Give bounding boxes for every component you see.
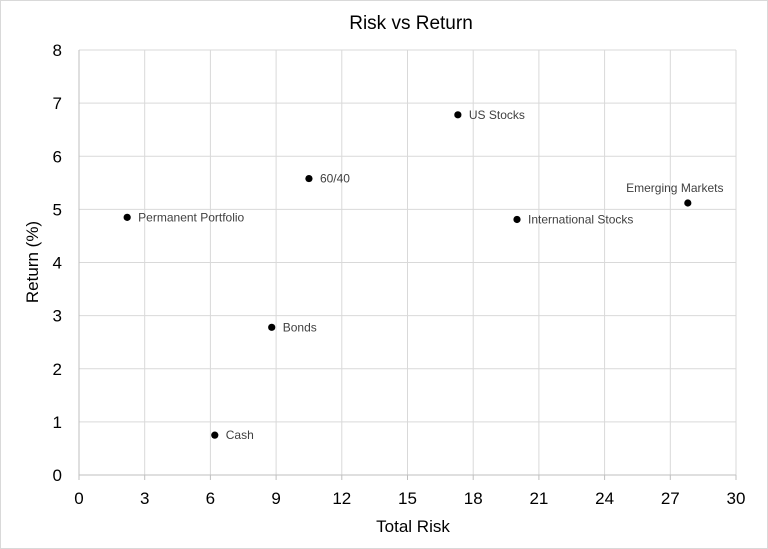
y-tick-label: 7 [53, 94, 62, 113]
axes [78, 50, 737, 480]
data-label: Emerging Markets [626, 181, 723, 195]
data-labels: Permanent Portfolio Cash Bonds 60/40 US Stoc… [138, 108, 723, 442]
x-tick-label: 30 [727, 489, 746, 508]
data-point [123, 213, 131, 221]
data-label: Cash [226, 428, 254, 442]
data-point [305, 174, 313, 183]
data-point [684, 199, 692, 207]
x-tick-label: 21 [529, 489, 548, 508]
y-axis-title: Return (%) [23, 221, 42, 303]
data-label: 60/40 [320, 172, 350, 186]
data-label: International Stocks [528, 212, 633, 226]
chart-title: Risk vs Return [349, 13, 473, 34]
data-point [513, 215, 521, 224]
x-tick-label: 24 [595, 489, 614, 508]
grid [79, 49, 737, 475]
y-tick-label: 5 [53, 200, 62, 219]
x-tick-label: 18 [464, 489, 483, 508]
x-tick-label: 15 [398, 489, 417, 508]
x-tick-label: 9 [271, 489, 280, 508]
x-tick-label: 6 [206, 489, 215, 508]
y-tick-label: 0 [53, 466, 62, 485]
y-tick-label: 2 [53, 360, 62, 379]
data-label: US Stocks [469, 108, 525, 122]
x-tick-label: 27 [661, 489, 680, 508]
data-label: Permanent Portfolio [138, 210, 244, 224]
data-point [211, 431, 219, 439]
data-point [454, 111, 462, 119]
data-points [123, 111, 692, 439]
y-tick-label: 4 [53, 254, 62, 273]
x-tick-label: 0 [74, 489, 83, 508]
data-label: Bonds [283, 320, 317, 334]
x-tick-label: 3 [140, 489, 149, 508]
y-tick-label: 8 [53, 41, 62, 60]
y-tick-label: 3 [53, 307, 62, 326]
data-point [268, 323, 276, 331]
y-tick-label: 1 [53, 413, 62, 432]
y-tick-label: 6 [53, 147, 62, 166]
x-axis-title: Total Risk [376, 517, 450, 536]
x-tick-label: 12 [332, 489, 351, 508]
